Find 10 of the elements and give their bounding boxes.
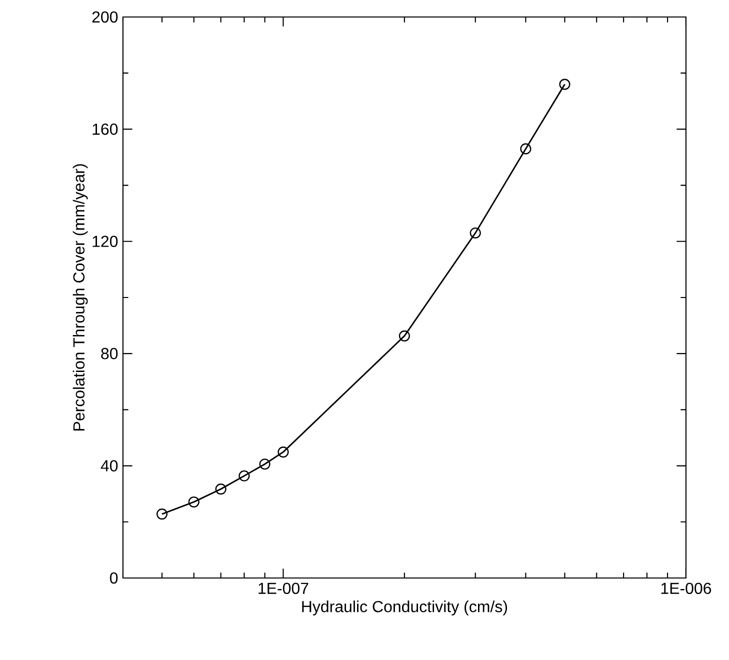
y-tick-label: 200 [92,11,118,23]
x-tick-label: 1E-006 [661,582,712,594]
y-tick-label: 120 [92,236,118,248]
y-axis-title: Percolation Through Cover (mm/year) [72,164,88,430]
y-tick-label: 80 [101,348,118,360]
y-tick-label: 40 [100,460,118,472]
x-tick-label: 1E-007 [258,582,308,594]
x-axis-title: Hydraulic Conductivity (cm/s) [302,600,508,616]
y-tick-label: 0 [110,572,118,584]
y-tick-label: 160 [92,124,118,135]
